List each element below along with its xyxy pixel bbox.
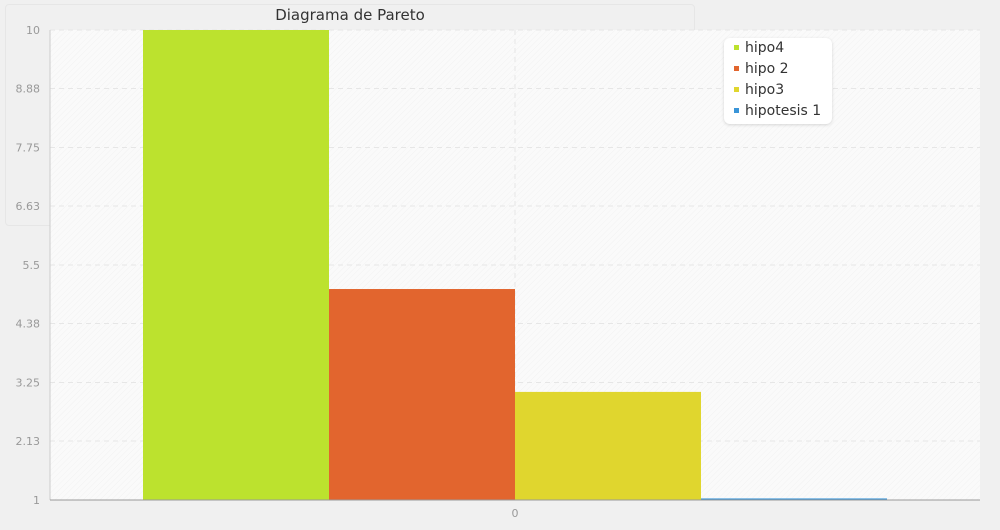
- legend: hipo4 hipo 2 hipo3 hipotesis 1: [724, 38, 832, 124]
- legend-item[interactable]: hipo 2: [734, 58, 832, 79]
- x-tick-label: 0: [512, 507, 519, 520]
- y-tick-label: 10: [26, 24, 40, 37]
- y-tick-label: 5.5: [23, 259, 41, 272]
- legend-item[interactable]: hipotesis 1: [734, 100, 832, 121]
- legend-swatch: [734, 108, 739, 113]
- bars: [143, 30, 887, 500]
- legend-label: hipo4: [745, 39, 785, 56]
- y-tick-label: 3.25: [16, 377, 41, 390]
- y-tick-label: 2.13: [16, 435, 41, 448]
- bar-hipotesis-1[interactable]: [701, 498, 887, 500]
- legend-swatch: [734, 87, 739, 92]
- axes: 1 2.13 3.25 4.38 5.5 6.63 7.75 8.88 10 0: [16, 24, 980, 520]
- legend-label: hipotesis 1: [745, 102, 822, 119]
- legend-swatch: [734, 66, 739, 71]
- y-tick-label: 7.75: [16, 142, 41, 155]
- bar-hipo4[interactable]: [143, 30, 329, 500]
- y-tick-label: 1: [33, 494, 40, 507]
- legend-item[interactable]: hipo4: [734, 37, 832, 58]
- legend-label: hipo3: [745, 81, 785, 98]
- y-tick-label: 8.88: [16, 82, 41, 95]
- bar-hipo3[interactable]: [515, 391, 701, 500]
- legend-label: hipo 2: [745, 60, 789, 77]
- y-tick-label: 6.63: [16, 200, 41, 213]
- y-tick-label: 4.38: [16, 317, 41, 330]
- bar-hipo-2[interactable]: [329, 289, 515, 500]
- legend-swatch: [734, 45, 739, 50]
- legend-item[interactable]: hipo3: [734, 79, 832, 100]
- chart-title: Diagrama de Pareto: [275, 6, 425, 24]
